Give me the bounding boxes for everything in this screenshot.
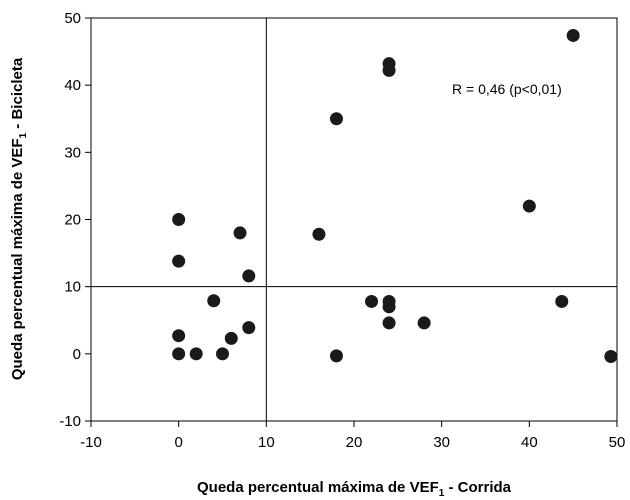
y-axis-title-tail: - Bicicleta (9, 57, 26, 133)
data-point (365, 294, 379, 308)
data-point (189, 347, 203, 361)
data-point (172, 254, 186, 268)
x-tick-label: 50 (609, 434, 626, 451)
data-point (329, 349, 343, 363)
data-point (555, 294, 569, 308)
x-axis-title: Queda percentual máxima de VEF1 - Corrid… (197, 479, 512, 499)
x-axis-title-main: Queda percentual máxima de VEF (197, 479, 439, 496)
y-tick-label: -10 (59, 413, 81, 430)
x-tick-label: 30 (433, 434, 450, 451)
data-point (566, 28, 580, 42)
axis-ticks (85, 17, 618, 427)
data-point (172, 213, 186, 226)
data-point (242, 269, 256, 283)
data-point (312, 227, 326, 241)
x-tick-label: 40 (521, 434, 538, 451)
data-points (172, 28, 618, 364)
y-tick-label: 40 (64, 77, 81, 94)
plot-area-frame (90, 17, 618, 422)
y-tick-label: 0 (73, 346, 81, 363)
data-point (382, 63, 396, 77)
y-tick-label: 30 (64, 144, 81, 161)
x-axis-title-tail: - Corrida (444, 479, 511, 496)
x-tick-label: 10 (258, 434, 275, 451)
data-point (522, 199, 536, 213)
x-tick-label: 0 (174, 434, 182, 451)
reference-lines (91, 18, 617, 421)
data-point (233, 226, 247, 240)
data-point (224, 331, 238, 345)
data-point (382, 316, 396, 330)
y-tick-label: 20 (64, 212, 81, 229)
y-axis-title-main: Queda percentual máxima de VEF (9, 138, 26, 380)
correlation-annotation: R = 0,46 (p<0,01) (452, 81, 562, 97)
data-point (329, 112, 343, 126)
x-tick-label: 20 (346, 434, 363, 451)
data-point (382, 300, 396, 314)
data-point (604, 350, 618, 364)
x-axis-title-subscript: 1 (439, 488, 445, 499)
data-point (216, 347, 229, 361)
y-axis-title: Queda percentual máxima de VEF1 - Bicicl… (9, 57, 29, 380)
data-point (207, 294, 221, 308)
data-point (172, 329, 186, 343)
data-point (172, 347, 186, 361)
data-point (417, 316, 431, 330)
x-tick-label: -10 (80, 434, 102, 451)
y-tick-label: 10 (64, 279, 81, 296)
data-point (242, 321, 256, 335)
tick-labels: -10 0 10 20 30 40 50 -10 0 10 20 30 40 50 (59, 10, 625, 451)
y-tick-label: 50 (64, 10, 81, 27)
y-axis-title-subscript: 1 (18, 132, 29, 138)
